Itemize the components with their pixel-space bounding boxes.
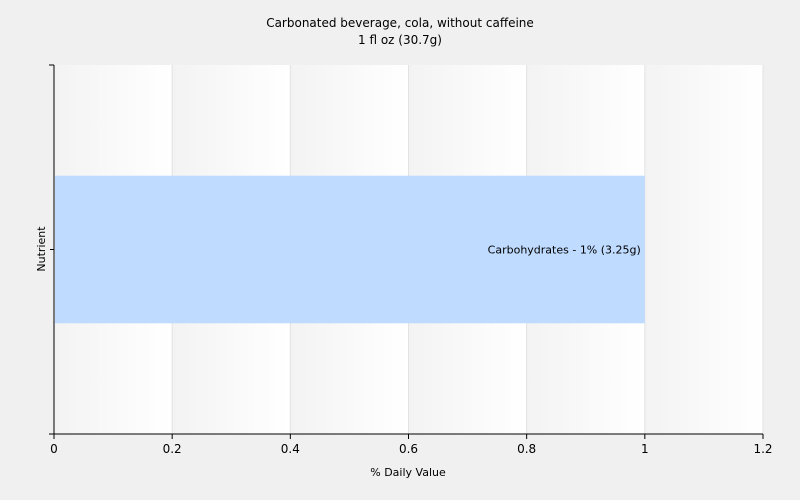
x-tick-label: 0.6: [399, 442, 418, 456]
bar-label: Carbohydrates - 1% (3.25g): [488, 244, 641, 257]
chart-title: Carbonated beverage, cola, without caffe…: [266, 16, 534, 30]
x-tick-label: 0.8: [517, 442, 536, 456]
plot-band: [644, 65, 763, 434]
bar-carbohydrates: [55, 175, 645, 324]
bars: Carbohydrates - 1% (3.25g): [55, 175, 645, 324]
x-tick-label: 1: [641, 442, 649, 456]
x-tick-label: 0.4: [281, 442, 300, 456]
chart-subtitle: 1 fl oz (30.7g): [358, 33, 442, 47]
x-tick-label: 0.2: [163, 442, 182, 456]
x-tick-label: 0: [50, 442, 58, 456]
x-tick-label: 1.2: [753, 442, 772, 456]
x-axis-label: % Daily Value: [370, 466, 446, 479]
x-ticks: 0 0.2 0.4 0.6 0.8 1 1.2: [50, 434, 773, 456]
y-axis-label: Nutrient: [35, 226, 48, 272]
